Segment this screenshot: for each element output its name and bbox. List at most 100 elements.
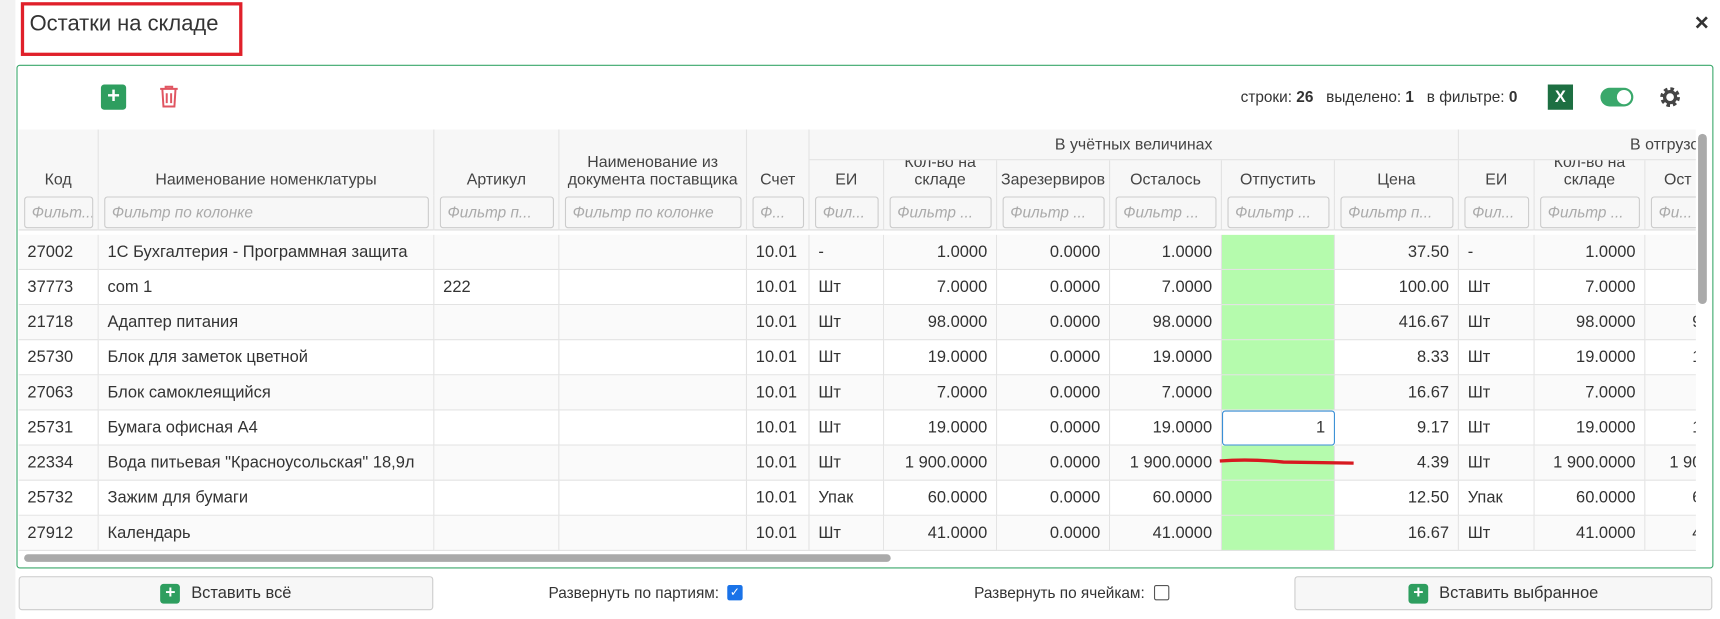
table-cell: 41.0000	[1110, 515, 1222, 551]
column-header[interactable]: Ост	[1645, 160, 1695, 195]
table-cell: com 1	[98, 269, 435, 306]
table-cell: 27912	[18, 515, 99, 551]
table-cell: 100.00	[1334, 269, 1459, 306]
column-header[interactable]: Наименование номенклатуры	[99, 129, 435, 196]
insert-selected-button[interactable]: + Вставить выбранное	[1294, 576, 1713, 611]
column-header[interactable]: Кол-во на складе	[1535, 160, 1646, 196]
filter-count: 0	[1508, 87, 1518, 106]
toggle[interactable]	[1600, 87, 1634, 107]
column-filter[interactable]: Фи...	[1650, 196, 1696, 229]
column-header[interactable]: Отпустить	[1222, 160, 1335, 196]
table-cell[interactable]	[1221, 269, 1335, 306]
column-filter[interactable]: Фильтр ...	[1115, 196, 1217, 229]
table-cell: 27063	[18, 375, 99, 411]
table-cell: 10.01	[747, 269, 810, 306]
table-cell: 1	[1645, 410, 1696, 446]
table-cell: Блок для заметок цветной	[98, 340, 435, 376]
background-strip	[0, 0, 16, 619]
button-label: Вставить выбранное	[1439, 583, 1599, 603]
table-cell	[559, 480, 748, 516]
selected-count: 1	[1405, 87, 1414, 106]
column-filter[interactable]: Фильтр ...	[1227, 196, 1330, 229]
filter-cell	[1459, 195, 1535, 231]
table-cell: 6	[1645, 481, 1696, 516]
column-header[interactable]: Зарезервиров	[997, 160, 1111, 196]
table-cell[interactable]	[1221, 234, 1335, 270]
filter-cell	[747, 195, 810, 231]
column-filter[interactable]: Фильт...	[24, 196, 94, 229]
table-cell	[434, 234, 560, 270]
column-filter[interactable]: Фил...	[1464, 196, 1530, 229]
table-cell: 8.33	[1334, 340, 1459, 376]
column-filter[interactable]: Фильтр п...	[439, 196, 554, 229]
table-cell: 0.0000	[997, 410, 1111, 446]
filter-cell	[884, 195, 998, 231]
column-header[interactable]: Осталось	[1110, 160, 1222, 196]
table-cell: 41.0000	[884, 515, 998, 551]
table-cell: 10.01	[747, 305, 810, 341]
table-cell: Шт	[1458, 445, 1535, 481]
table-cell: Вода питьевая "Красноусольская" 18,9л	[98, 445, 435, 481]
column-filter[interactable]: Фильтр ...	[1002, 196, 1105, 229]
v-scrollbar[interactable]	[1698, 133, 1707, 305]
column-filter[interactable]: Фильтр ...	[1540, 196, 1640, 229]
table-cell: 1	[1645, 340, 1696, 376]
insert-all-button[interactable]: + Вставить всё	[18, 576, 434, 611]
table-cell: Шт	[1458, 410, 1535, 446]
table-cell: 1.0000	[884, 234, 998, 270]
table-cell: 1 900.0000	[1534, 445, 1646, 481]
column-header[interactable]: Код	[19, 129, 99, 196]
table-cell[interactable]	[1221, 515, 1335, 551]
table-cell[interactable]	[1221, 480, 1335, 516]
table-cell: 10.01	[747, 234, 810, 270]
table-cell	[559, 445, 748, 481]
close-button[interactable]: ×	[1694, 8, 1709, 37]
table-cell: Шт	[809, 269, 885, 306]
h-scrollbar[interactable]	[24, 554, 891, 562]
table-cell[interactable]: 1	[1221, 410, 1335, 446]
column-header[interactable]: Артикул	[434, 129, 560, 196]
table-cell: 19.0000	[1110, 410, 1222, 446]
column-header[interactable]: Кол-во на складе	[884, 160, 998, 196]
table-cell: Шт	[1458, 375, 1535, 411]
filter-cell	[19, 195, 99, 231]
table-cell	[559, 340, 748, 376]
column-header[interactable]: ЕИ	[810, 160, 885, 196]
column-filter[interactable]: Ф...	[752, 196, 805, 229]
table-cell[interactable]	[1221, 340, 1335, 376]
table-cell: 7.0000	[884, 375, 998, 411]
table-cell: 37.50	[1334, 234, 1459, 270]
table-cell: -	[809, 234, 885, 270]
table-cell[interactable]	[1221, 375, 1335, 411]
table-cell	[434, 375, 560, 411]
column-filter[interactable]: Фильтр ...	[889, 196, 992, 229]
column-header[interactable]: ЕИ	[1459, 160, 1535, 196]
expand-cells-checkbox[interactable]	[1153, 584, 1170, 601]
table-cell: Шт	[1458, 305, 1535, 341]
table-cell	[434, 340, 560, 376]
delete-button[interactable]	[158, 85, 180, 109]
table-cell	[559, 375, 748, 411]
excel-button[interactable]: X	[1547, 84, 1574, 110]
header-bg	[18, 129, 1696, 231]
table-cell: 7.0000	[884, 269, 998, 306]
settings-button[interactable]	[1657, 85, 1682, 110]
table-cell	[434, 445, 560, 481]
table-cell: Шт	[1458, 269, 1535, 306]
table-cell[interactable]	[1221, 305, 1335, 341]
column-filter[interactable]: Фильтр по колонке	[104, 196, 429, 229]
table-cell: Шт	[809, 410, 885, 446]
column-filter[interactable]: Фильтр п...	[1340, 196, 1454, 229]
add-button[interactable]: +	[100, 84, 127, 110]
column-filter[interactable]: Фил...	[815, 196, 879, 229]
column-header[interactable]: Счет	[747, 129, 810, 196]
group-header: В учётных величинах	[809, 129, 1459, 161]
column-header[interactable]: Наименование из документа поставщика	[559, 129, 748, 196]
column-filter[interactable]: Фильтр по колонке	[564, 196, 742, 229]
table-cell: Шт	[809, 375, 885, 411]
expand-batches-checkbox[interactable]: ✓	[727, 584, 743, 601]
rows-label: строки:	[1240, 87, 1293, 106]
column-header[interactable]: Цена	[1335, 160, 1459, 196]
table-cell	[1645, 234, 1696, 270]
